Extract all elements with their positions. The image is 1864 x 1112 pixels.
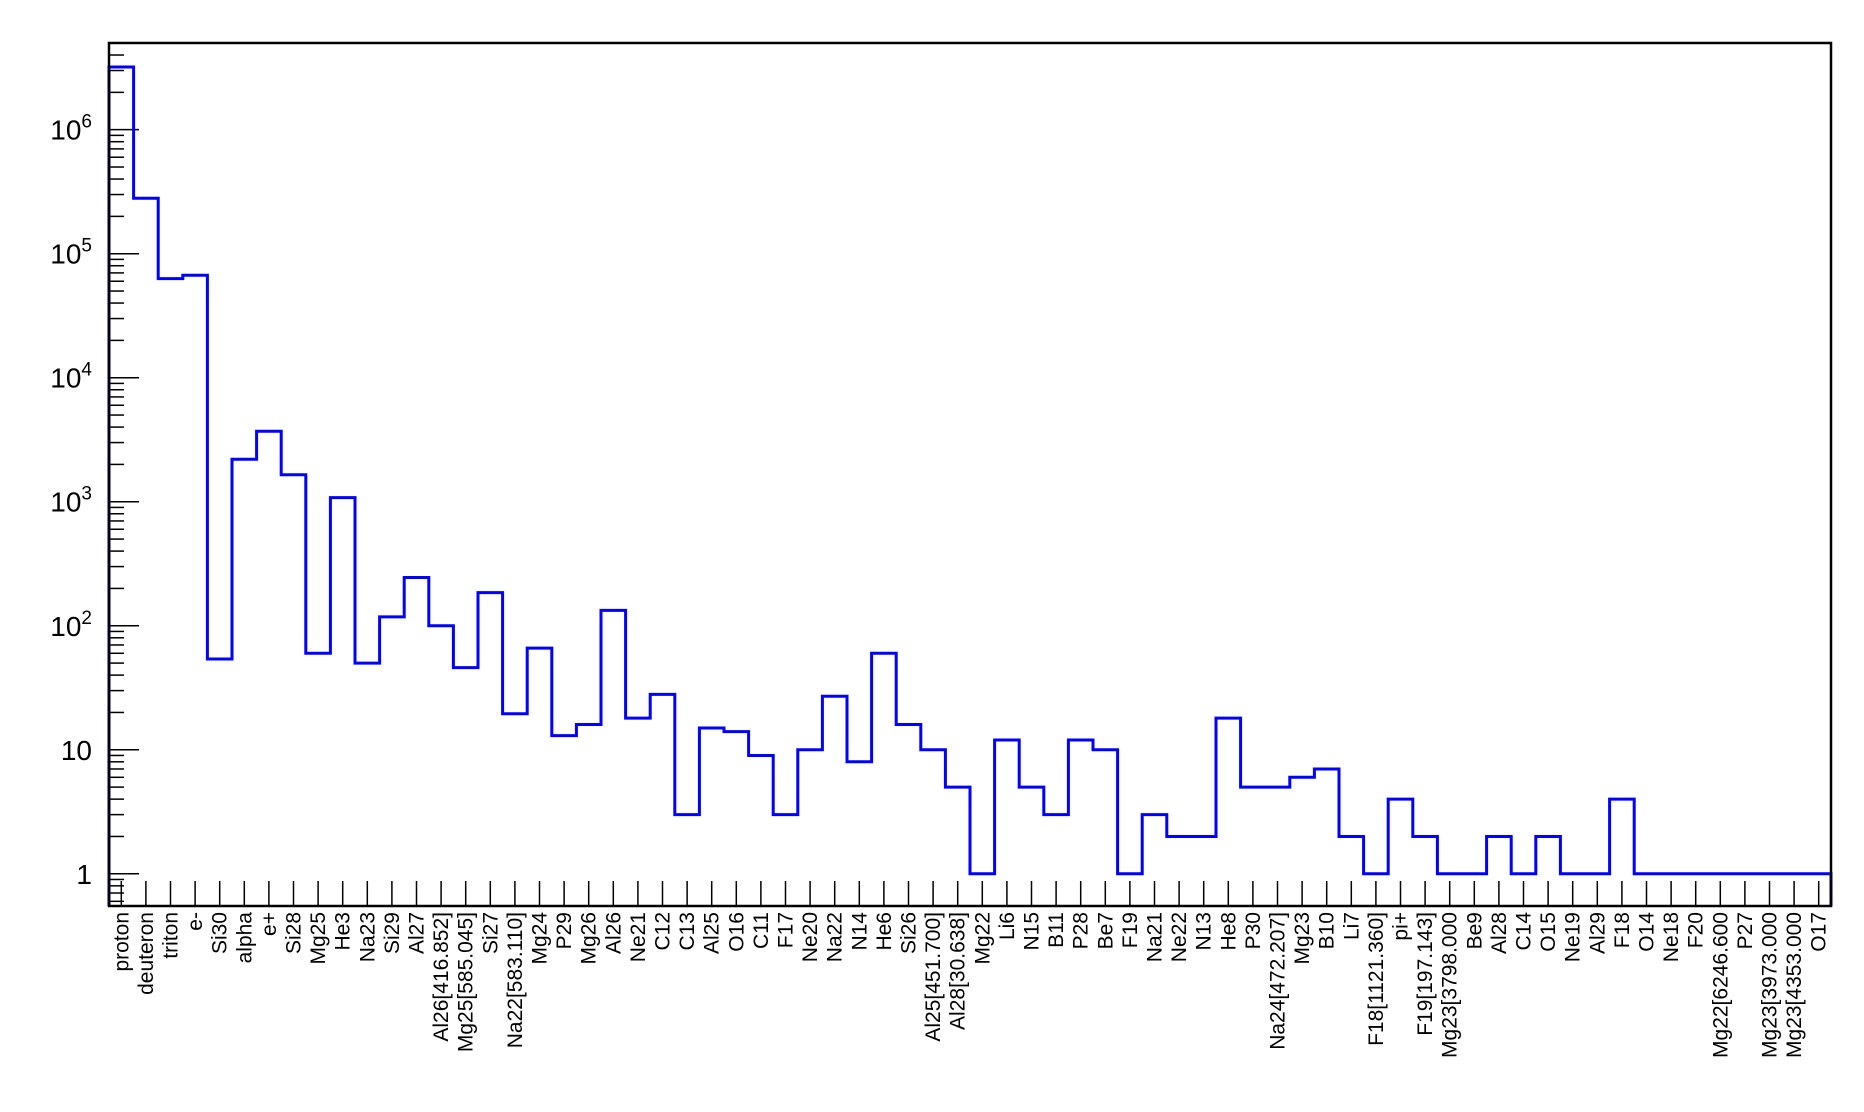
x-tick-label: N14 — [848, 912, 871, 951]
x-tick-label: Ne19 — [1562, 912, 1585, 962]
x-tick-label: C14 — [1513, 912, 1536, 951]
x-tick-label: Si26 — [898, 912, 921, 954]
y-tick-labels: 1 10 102 103 104 105 106 — [50, 112, 92, 890]
x-tick-label: He3 — [332, 912, 355, 951]
x-tick-label: alpha — [233, 912, 256, 964]
x-tick-label: P28 — [1070, 912, 1093, 949]
x-tick-label: Na24[472.207] — [1267, 912, 1290, 1050]
x-tick-label: Na22[583.110] — [504, 912, 527, 1048]
x-tick-label: Li6 — [996, 912, 1019, 940]
axis-ticks — [109, 42, 1820, 906]
x-tick-label: He6 — [873, 912, 896, 951]
x-tick-label: Mg22 — [971, 912, 994, 965]
x-tick-label: C11 — [750, 912, 773, 949]
x-tick-label: Al25[451.700] — [922, 912, 945, 1042]
x-tick-label: triton — [160, 912, 183, 959]
x-tick-label: C12 — [652, 912, 675, 951]
x-tick-label: Si27 — [479, 912, 502, 954]
y-tick-label: 1 — [76, 859, 92, 890]
x-tick-label: P27 — [1734, 912, 1757, 949]
x-tick-label: O14 — [1636, 912, 1659, 952]
x-tick-label: Mg25[585.045] — [455, 912, 478, 1052]
x-tick-label: F17 — [775, 912, 798, 948]
x-tick-label: pi+ — [1390, 912, 1413, 941]
x-tick-label: Ne22 — [1168, 912, 1191, 962]
x-tick-label: O15 — [1537, 912, 1560, 952]
histogram-series-line — [107, 65, 1833, 906]
x-tick-label: deuteron — [135, 912, 158, 995]
x-tick-label: e- — [184, 912, 207, 931]
x-tick-label: proton — [110, 912, 133, 972]
x-tick-label: N15 — [1021, 912, 1044, 951]
x-tick-label: Si30 — [209, 912, 232, 954]
plot-frame — [107, 41, 1833, 908]
x-tick-label: O16 — [725, 912, 748, 952]
x-tick-label: B11 — [1045, 912, 1068, 948]
x-tick-label: Mg23[4353.000 — [1783, 912, 1806, 1058]
x-tick-label: Al28[30.638] — [947, 912, 970, 1030]
x-tick-label: Mg23 — [1291, 912, 1314, 965]
x-tick-label: F18 — [1611, 912, 1634, 948]
x-tick-label: Mg23[3798.000 — [1439, 912, 1462, 1058]
x-tick-label: He8 — [1217, 912, 1240, 951]
x-tick-label: Ne20 — [799, 912, 822, 962]
x-tick-label: Be7 — [1094, 912, 1117, 949]
x-tick-label: Al27 — [406, 912, 429, 954]
x-tick-label: O17 — [1808, 912, 1831, 952]
x-tick-label: Al25 — [701, 912, 724, 954]
x-tick-label: P29 — [553, 912, 576, 949]
x-tick-label: Mg22[6246.600 — [1709, 912, 1732, 1058]
x-tick-label: Mg24 — [529, 912, 552, 965]
x-tick-label: Mg23[3973.000 — [1759, 912, 1782, 1058]
y-tick-label: 105 — [50, 236, 92, 270]
x-tick-label: Ne18 — [1660, 912, 1683, 962]
x-tick-label: Al26[416.852] — [430, 912, 453, 1042]
x-tick-labels: proton deuteron triton e- Si30 alpha e+ Si28 Mg2… — [110, 912, 1830, 1058]
x-tick-label: Li7 — [1340, 912, 1363, 940]
x-tick-label: Al28 — [1488, 912, 1511, 954]
x-tick-label: F19 — [1119, 912, 1142, 948]
x-tick-label: Si29 — [381, 912, 404, 954]
x-tick-label: P30 — [1242, 912, 1265, 949]
y-tick-label: 104 — [50, 360, 92, 394]
x-tick-label: B10 — [1316, 912, 1339, 949]
x-tick-label: Na21 — [1144, 912, 1167, 962]
x-tick-label: N13 — [1193, 912, 1216, 951]
x-tick-label: Mg25 — [307, 912, 330, 965]
x-tick-label: F20 — [1685, 912, 1708, 948]
x-tick-label: Si28 — [283, 912, 306, 954]
x-tick-label: C13 — [676, 912, 699, 951]
y-tick-label: 10 — [61, 735, 92, 766]
x-tick-label: e+ — [258, 912, 281, 936]
y-tick-label: 103 — [50, 484, 92, 518]
x-tick-label: Ne21 — [627, 912, 650, 962]
x-tick-label: Be9 — [1463, 912, 1486, 949]
x-tick-label: F18[1121.360] — [1365, 912, 1388, 1046]
x-tick-label: Al29 — [1586, 912, 1609, 954]
x-tick-label: F19[197.143] — [1414, 912, 1437, 1036]
x-tick-label: Na22 — [824, 912, 847, 962]
x-tick-label: Mg26 — [578, 912, 601, 965]
x-tick-label: Al26 — [602, 912, 625, 954]
x-tick-label: Na23 — [356, 912, 379, 962]
y-tick-label: 102 — [50, 608, 92, 642]
y-tick-label: 106 — [50, 112, 92, 146]
